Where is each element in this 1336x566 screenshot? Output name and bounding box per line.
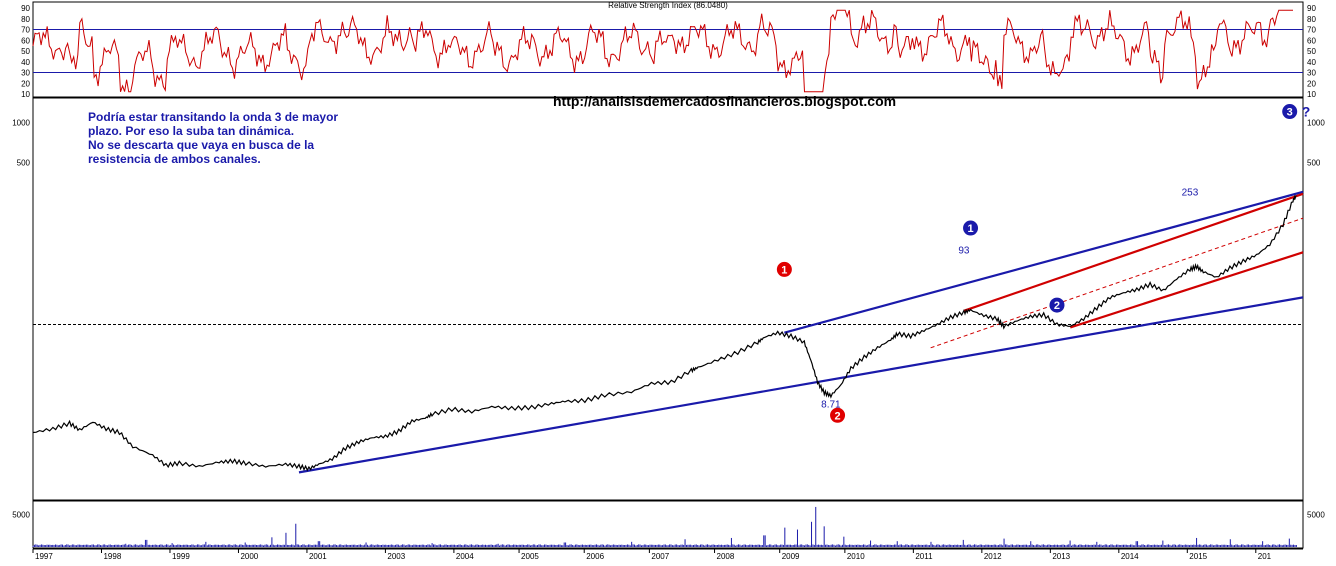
- x-tick-label: 2000: [240, 552, 258, 561]
- x-tick-label: 2005: [521, 552, 539, 561]
- rsi-tick-left: 40: [21, 58, 30, 67]
- rsi-tick-right: 10: [1307, 90, 1316, 99]
- x-tick-label: 2010: [847, 552, 865, 561]
- annotation-text: Podría estar transitando la onda 3 de ma…: [88, 110, 338, 166]
- wave-marker-number: 2: [1054, 300, 1060, 312]
- x-tick-label: 2008: [717, 552, 735, 561]
- x-tick-label: 2012: [984, 552, 1002, 561]
- x-tick-label: 2015: [1189, 552, 1207, 561]
- rsi-line: [32, 9, 1293, 93]
- question-mark: ?: [1302, 104, 1311, 120]
- channel-line-5: [930, 217, 1304, 349]
- annotation-line-4: resistencia de ambos canales.: [88, 152, 261, 166]
- wave-marker-circle: [830, 407, 846, 423]
- wave-value-label: 93: [958, 245, 970, 256]
- channel-line-4: [1069, 251, 1304, 329]
- wave-marker-circle: [963, 220, 979, 236]
- wave-marker-3: 1: [963, 220, 979, 236]
- price-tick-left: 1000: [12, 119, 30, 128]
- rsi-tick-right: 50: [1307, 47, 1316, 56]
- rsi-tick-left: 70: [21, 26, 30, 35]
- x-tick-label: 2014: [1121, 552, 1139, 561]
- volume-frame: [32, 500, 1304, 549]
- wave-marker-number: 2: [834, 410, 840, 422]
- wave-marker-2: 2: [830, 407, 846, 423]
- rsi-tick-right: 80: [1307, 15, 1316, 24]
- price-tick-right: 500: [1307, 158, 1321, 167]
- rsi-tick-right: 90: [1307, 4, 1316, 13]
- wave-marker-1: 1: [776, 261, 792, 277]
- wave-marker-number: 1: [781, 264, 787, 276]
- rsi-tick-left: 60: [21, 36, 30, 45]
- blog-url: http://analisisdemercadosfinancieros.blo…: [553, 93, 896, 109]
- wave-marker-number: 3: [1287, 107, 1293, 119]
- x-tick-label: 2006: [586, 552, 604, 561]
- rsi-tick-right: 30: [1307, 69, 1316, 78]
- annotation-line-3: No se descarta que vaya en busca de la: [88, 138, 314, 152]
- x-tick-label: 2007: [651, 552, 669, 561]
- x-tick-label: 2004: [456, 552, 474, 561]
- rsi-tick-left: 10: [21, 90, 30, 99]
- volume-tick-right: 5000: [1307, 511, 1325, 520]
- price-frame: [32, 97, 1304, 501]
- x-tick-label: 201: [1258, 552, 1272, 561]
- price-tick-right: 1000: [1307, 119, 1325, 128]
- x-tick-label: 2011: [915, 552, 933, 561]
- rsi-title: Relative Strength Index (86.0480): [608, 1, 728, 10]
- channel-line-1: [298, 296, 1304, 474]
- wave-value-label: 8.71: [821, 400, 841, 411]
- rsi-tick-left: 90: [21, 4, 30, 13]
- wave-marker-circle: [1049, 297, 1065, 313]
- wave-value-label: 253: [1182, 188, 1199, 199]
- rsi-panel: Relative Strength Index (86.0480) 10 10 20…: [21, 1, 1316, 99]
- x-tick-label: 2001: [309, 552, 327, 561]
- x-axis: 1997 1998 1999 2000 2001 2003 2004 2005 2006 2007…: [32, 548, 1303, 561]
- rsi-tick-right: 60: [1307, 36, 1316, 45]
- x-tick-label: 2009: [782, 552, 800, 561]
- annotation-line-1: Podría estar transitando la onda 3 de ma…: [88, 110, 338, 124]
- x-tick-label: 1998: [103, 552, 121, 561]
- rsi-tick-left: 30: [21, 69, 30, 78]
- rsi-tick-left: 20: [21, 79, 30, 88]
- rsi-tick-left: 80: [21, 15, 30, 24]
- x-tick-label: 2003: [387, 552, 405, 561]
- x-tick-label: 1999: [172, 552, 190, 561]
- rsi-tick-right: 40: [1307, 58, 1316, 67]
- x-tick-label: 1997: [35, 552, 53, 561]
- rsi-tick-right: 20: [1307, 79, 1316, 88]
- price-series-line: [32, 194, 1297, 472]
- volume-tick-left: 5000: [12, 511, 30, 520]
- price-panel: http://analisisdemercadosfinancieros.blo…: [12, 93, 1325, 501]
- x-tick-label: 2013: [1052, 552, 1070, 561]
- wave-marker-number: 1: [967, 223, 973, 235]
- wave-marker-4: 2: [1049, 297, 1065, 313]
- rsi-tick-left: 50: [21, 47, 30, 56]
- wave-marker-circle: [1282, 104, 1298, 120]
- wave-marker-circle: [776, 261, 792, 277]
- price-tick-left: 500: [17, 158, 31, 167]
- annotation-line-2: plazo. Por eso la suba tan dinámica.: [88, 124, 294, 138]
- volume-panel: 5000 5000: [12, 500, 1325, 549]
- rsi-frame: [32, 1, 1304, 98]
- channel-line-2: [784, 190, 1304, 334]
- wave-marker-5: 3: [1282, 104, 1298, 120]
- channel-line-3: [963, 192, 1304, 312]
- rsi-tick-right: 70: [1307, 26, 1316, 35]
